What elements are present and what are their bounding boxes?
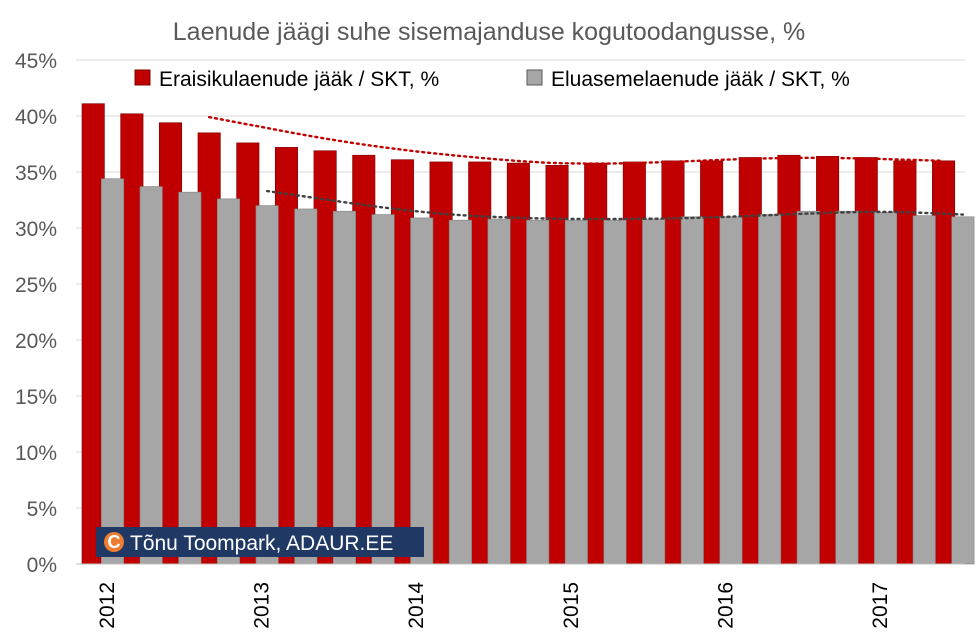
bar-housing-loans	[642, 218, 666, 565]
bar-housing-loans	[139, 186, 163, 565]
bar-housing-loans	[912, 215, 936, 565]
bar-housing-loans	[719, 216, 743, 565]
x-tick-label: 2016	[714, 582, 737, 629]
y-tick-label: 0%	[27, 554, 57, 577]
bar-housing-loans	[526, 219, 550, 565]
copyright-symbol: C	[108, 532, 121, 552]
bar-housing-loans	[874, 212, 898, 565]
bar-housing-loans	[487, 218, 511, 565]
legend-label-housing-loans: Eluasemelaenude jääk / SKT, %	[551, 68, 850, 91]
x-tick-label: 2014	[405, 582, 428, 629]
legend-swatch-private-loans	[134, 69, 151, 86]
y-axis-ticks: 0% 5% 10% 15% 20% 25% 30% 35% 40% 45%	[15, 50, 57, 577]
x-tick-label: 2012	[96, 582, 119, 629]
y-tick-label: 30%	[15, 218, 57, 241]
bar-housing-loans	[951, 216, 975, 565]
y-tick-label: 20%	[15, 330, 57, 353]
x-tick-label: 2013	[251, 582, 274, 629]
legend-swatch-housing-loans	[526, 69, 543, 86]
trendlines	[207, 115, 965, 221]
bar-housing-loans	[603, 219, 627, 565]
watermark-box	[96, 527, 424, 557]
bar-housing-loans	[294, 208, 318, 565]
bar-housing-loans	[371, 214, 395, 565]
bar-housing-loans	[835, 210, 859, 565]
bar-housing-loans	[680, 216, 704, 565]
legend-label-private-loans: Eraisikulaenude jääk / SKT, %	[159, 68, 439, 91]
bar-housing-loans	[216, 198, 241, 565]
bar-housing-loans	[178, 191, 202, 565]
watermark: C Tõnu Toompark, ADAUR.EE	[96, 527, 424, 557]
bars	[81, 103, 975, 565]
bar-housing-loans	[564, 219, 588, 565]
bar-housing-loans	[448, 219, 472, 565]
bar-housing-loans	[410, 217, 434, 565]
y-tick-label: 25%	[15, 274, 57, 297]
bar-housing-loans	[255, 205, 279, 565]
y-tick-label: 15%	[15, 386, 57, 409]
y-tick-label: 5%	[27, 498, 57, 521]
legend: Eraisikulaenude jääk / SKT, % Eluasemela…	[134, 68, 850, 91]
bar-housing-loans	[758, 214, 782, 565]
bar-housing-loans	[796, 210, 820, 565]
x-tick-label: 2017	[869, 582, 892, 629]
x-axis-ticks: 2012 2013 2014 2015 2016 2017	[96, 582, 892, 629]
y-tick-label: 40%	[15, 106, 57, 129]
trendline-housing-loans	[265, 189, 965, 221]
watermark-text: Tõnu Toompark, ADAUR.EE	[130, 532, 393, 555]
y-tick-label: 10%	[15, 442, 57, 465]
y-tick-label: 35%	[15, 162, 57, 185]
trendline-private-loans	[207, 115, 945, 165]
copyright-icon	[104, 532, 124, 552]
y-tick-label: 45%	[15, 50, 57, 73]
chart-title: Laenude jäägi suhe sisemajanduse kogutoo…	[173, 18, 805, 46]
bar-housing-loans	[332, 210, 356, 565]
x-tick-label: 2015	[560, 582, 583, 629]
bar-housing-loans	[101, 178, 125, 565]
